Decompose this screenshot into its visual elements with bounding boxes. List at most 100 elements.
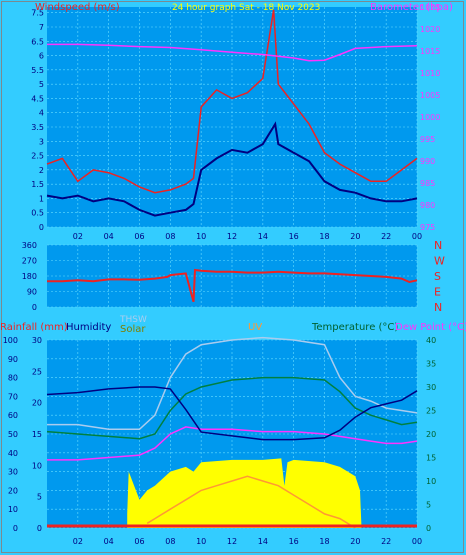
direction-tick-label: 180 — [22, 272, 37, 281]
wind-tick-label: 2 — [39, 166, 44, 175]
series-humidity — [46, 386, 418, 441]
rain-tick-label: 10 — [32, 461, 42, 470]
wind-series-layer — [46, 9, 418, 217]
rain-tick-label: 25 — [32, 367, 42, 376]
series-solar — [127, 458, 362, 528]
series-temperature — [46, 376, 418, 440]
series-line-barometer — [47, 43, 418, 62]
humidity-tick-label: 100 — [3, 336, 18, 345]
wind-tick-label: 4 — [39, 109, 44, 118]
wind-x-tick-label: 00 — [412, 232, 422, 241]
dewpoint-ylabel: Dew Point (°C) — [395, 322, 466, 333]
humidity-tick-label: 90 — [8, 355, 18, 364]
direction-tick-label: 90 — [27, 288, 37, 297]
temperature-tick-label: 30 — [426, 383, 436, 392]
direction-tick-label: 0 — [32, 303, 37, 312]
compass-label: N — [434, 301, 442, 314]
wind-tick-label: 0.5 — [31, 209, 44, 218]
wind-tick-label: 0 — [39, 223, 44, 232]
wind-x-tick-label: 14 — [258, 232, 268, 241]
series-thsw — [47, 336, 418, 431]
wind-x-tick-label: 02 — [73, 232, 83, 241]
humidity-tick-label: 80 — [8, 374, 18, 383]
rain-tick-label: 20 — [32, 399, 42, 408]
wind-ylabel: Windspeed (m/s) — [35, 2, 120, 13]
climate-x-tick-label: 18 — [319, 537, 329, 546]
wind-tick-label: 1 — [39, 194, 44, 203]
humidity-y-axis: 0 10 20 30 40 50 60 70 80 90 100 — [3, 336, 18, 533]
climate-x-tick-label: 08 — [165, 537, 175, 546]
barometer-tick-label: 1000 — [420, 113, 440, 122]
series-line-wind-average — [46, 121, 418, 217]
climate-x-tick-label: 00 — [412, 537, 422, 546]
barometer-tick-label: 1025 — [420, 3, 440, 12]
series-line-wind-direction — [47, 268, 418, 303]
wind-x-tick-label: 10 — [196, 232, 206, 241]
wind-x-tick-label: 12 — [227, 232, 237, 241]
wind-tick-label: 7.5 — [31, 9, 44, 18]
direction-tick-label: 270 — [22, 257, 37, 266]
series-uv — [146, 475, 356, 529]
wind-tick-label: 2.5 — [31, 152, 44, 161]
wind-x-tick-label: 06 — [134, 232, 144, 241]
temperature-y-axis: 0 5 10 15 20 25 30 35 40 — [426, 336, 436, 533]
climate-series-layer — [46, 336, 418, 529]
climate-x-tick-label: 04 — [104, 537, 114, 546]
compass-label: S — [434, 270, 441, 283]
barometer-tick-label: 1015 — [420, 47, 440, 56]
wind-tick-label: 1.5 — [31, 180, 44, 189]
humidity-tick-label: 0 — [13, 524, 18, 533]
climate-x-tick-label: 12 — [227, 537, 237, 546]
temperature-tick-label: 10 — [426, 477, 436, 486]
compass-label: W — [434, 255, 445, 268]
barometer-tick-label: 1010 — [420, 69, 440, 78]
rain-tick-label: 15 — [32, 430, 42, 439]
climate-x-tick-label: 22 — [381, 537, 391, 546]
barometer-tick-label: 980 — [420, 201, 435, 210]
barometer-tick-label: 1020 — [420, 25, 440, 34]
humidity-tick-label: 40 — [8, 449, 18, 458]
climate-x-tick-label: 20 — [350, 537, 360, 546]
wind-tick-label: 5.5 — [31, 66, 44, 75]
climate-x-axis: 02 04 06 08 10 12 14 16 18 20 22 00 — [73, 537, 422, 546]
rain-ylabel: Rainfall (mm) — [0, 322, 68, 333]
rain-tick-label: 0 — [37, 524, 42, 533]
series-line-wind-gust — [46, 9, 418, 194]
wind-x-tick-label: 16 — [289, 232, 299, 241]
wind-x-tick-label: 08 — [165, 232, 175, 241]
wind-tick-label: 6.5 — [31, 37, 44, 46]
wind-y-axis-left: 0 0.5 1 1.5 2 2.5 3 3.5 4 4.5 5 5.5 6 6.5 7 7.5 — [31, 9, 44, 232]
wind-tick-label: 5 — [39, 80, 44, 89]
wind-x-tick-label: 20 — [350, 232, 360, 241]
barometer-tick-label: 995 — [420, 135, 435, 144]
barometer-tick-label: 990 — [420, 157, 435, 166]
direction-tick-label: 360 — [22, 241, 37, 250]
wind-tick-label: 4.5 — [31, 94, 44, 103]
wind-x-tick-label: 04 — [104, 232, 114, 241]
rain-tick-label: 5 — [37, 493, 42, 502]
climate-x-tick-label: 16 — [289, 537, 299, 546]
temperature-tick-label: 20 — [426, 430, 436, 439]
wind-tick-label: 7 — [39, 23, 44, 32]
chart-title: 24 hour graph Sat - 18 Nov 2023 — [172, 3, 320, 13]
wind-y-axis-right: 975 980 985 990 995 1000 1005 1010 1015 1020 1025 — [420, 3, 440, 232]
temperature-tick-label: 5 — [426, 501, 431, 510]
direction-series-layer — [47, 268, 418, 303]
humidity-tick-label: 20 — [8, 486, 18, 495]
climate-x-tick-label: 14 — [258, 537, 268, 546]
temperature-tick-label: 35 — [426, 360, 436, 369]
thsw-ylabel: THSW — [119, 315, 147, 325]
temperature-ylabel: Temperature (°C) — [311, 322, 398, 333]
barometer-tick-label: 985 — [420, 179, 435, 188]
wind-x-tick-label: 18 — [319, 232, 329, 241]
humidity-tick-label: 60 — [8, 411, 18, 420]
rain-tick-label: 30 — [32, 336, 42, 345]
climate-x-tick-label: 10 — [196, 537, 206, 546]
solar-ylabel: Solar — [120, 324, 146, 335]
climate-x-tick-label: 06 — [134, 537, 144, 546]
humidity-tick-label: 50 — [8, 430, 18, 439]
wind-tick-label: 6 — [39, 52, 44, 61]
